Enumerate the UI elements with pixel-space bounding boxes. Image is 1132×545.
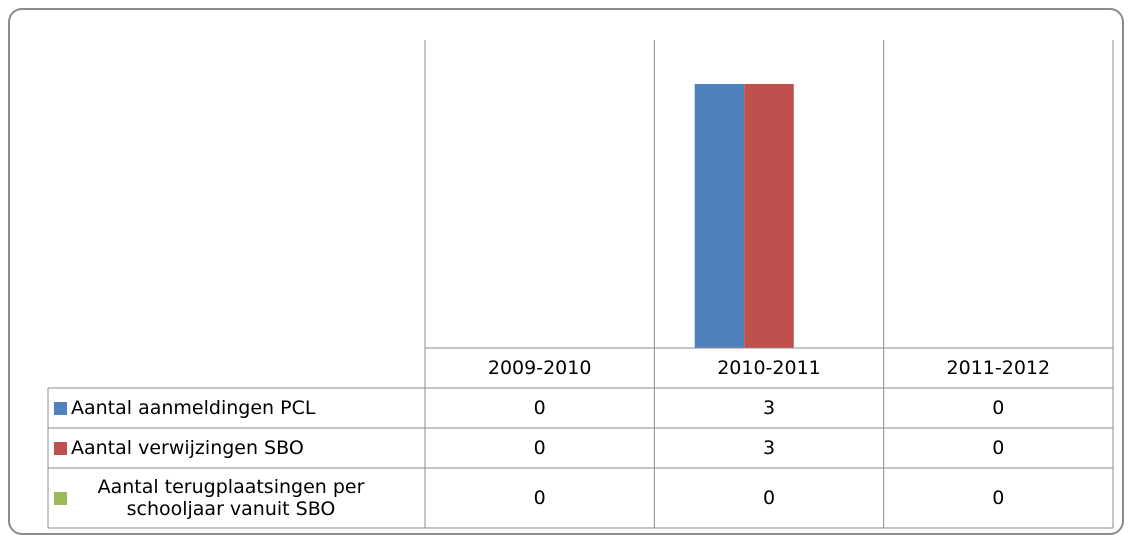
legend-swatch — [54, 441, 67, 455]
category-label: 2009-2010 — [487, 357, 592, 379]
bar — [694, 84, 745, 348]
legend-label: Aantal verwijzingen SBO — [71, 437, 304, 459]
bar — [744, 84, 794, 348]
value-cell: 0 — [992, 487, 1005, 509]
value-cell: 0 — [992, 397, 1005, 419]
chart-frame — [8, 8, 1124, 535]
legend-entry: Aantal verwijzingen SBO — [48, 428, 425, 468]
value-cell: 0 — [533, 397, 546, 419]
value-cell: 3 — [762, 397, 776, 419]
legend-swatch — [54, 491, 67, 505]
value-cell: 3 — [762, 437, 776, 459]
legend-swatch — [54, 401, 67, 415]
category-label: 2011-2012 — [946, 357, 1051, 379]
legend-entry: Aantal aanmeldingen PCL — [48, 388, 425, 428]
legend-label: Aantal aanmeldingen PCL — [71, 397, 316, 419]
value-cell: 0 — [533, 437, 546, 459]
category-label: 2010-2011 — [717, 357, 821, 379]
legend-label: Aantal terugplaatsingen per schooljaar v… — [97, 476, 365, 520]
value-cell: 0 — [992, 437, 1005, 459]
legend-entry: Aantal terugplaatsingen per schooljaar v… — [48, 468, 425, 528]
value-cell: 0 — [533, 487, 546, 509]
value-cell: 0 — [762, 487, 776, 509]
